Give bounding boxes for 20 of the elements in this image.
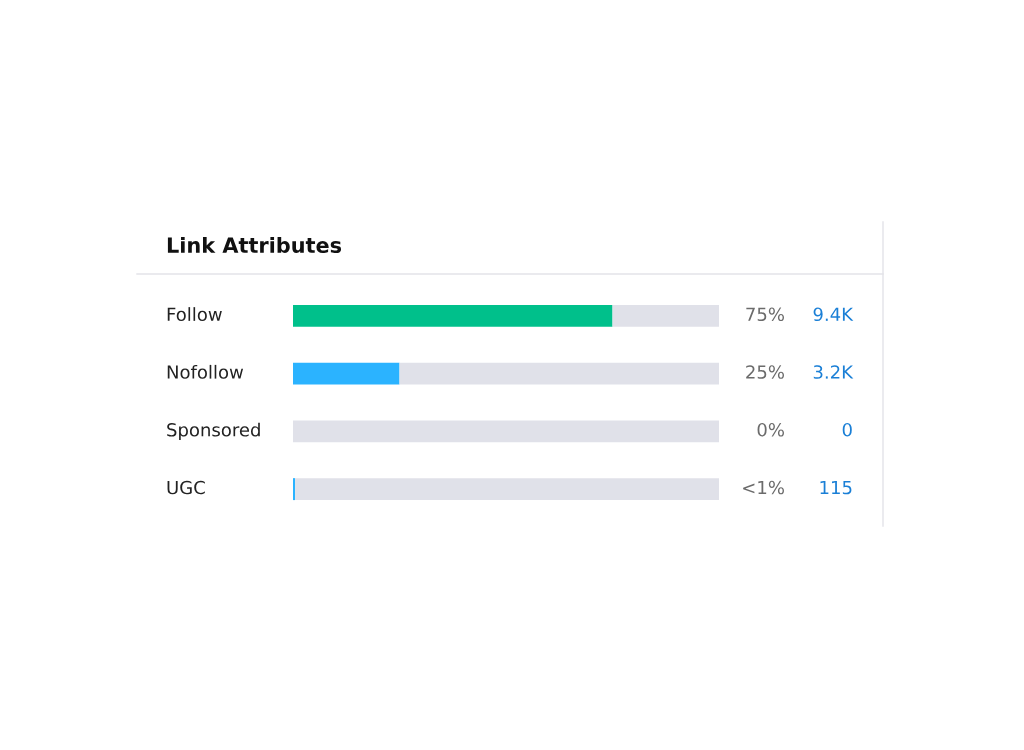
data-label: 75% [746, 307, 784, 322]
data-label: <1% [743, 480, 784, 495]
text: 3.2K [813, 365, 854, 379]
bar [399, 362, 719, 385]
chart-title: Link Attributes [167, 236, 342, 254]
y-tick-label: Follow [167, 307, 222, 322]
y-tick-label: UGC [167, 480, 205, 495]
bar [293, 420, 719, 443]
data-label: 25% [746, 365, 784, 379]
bar [293, 478, 296, 501]
y-tick-label: Sponsored [167, 422, 260, 441]
text: 115 [820, 480, 852, 495]
text: 9.4K [813, 307, 854, 322]
bar [293, 304, 613, 327]
bar [293, 362, 400, 385]
data-label: 0% [757, 422, 784, 437]
bar [612, 304, 719, 327]
text: 0 [842, 422, 852, 437]
bar [295, 478, 719, 501]
y-tick-label: Nofollow [167, 364, 244, 379]
